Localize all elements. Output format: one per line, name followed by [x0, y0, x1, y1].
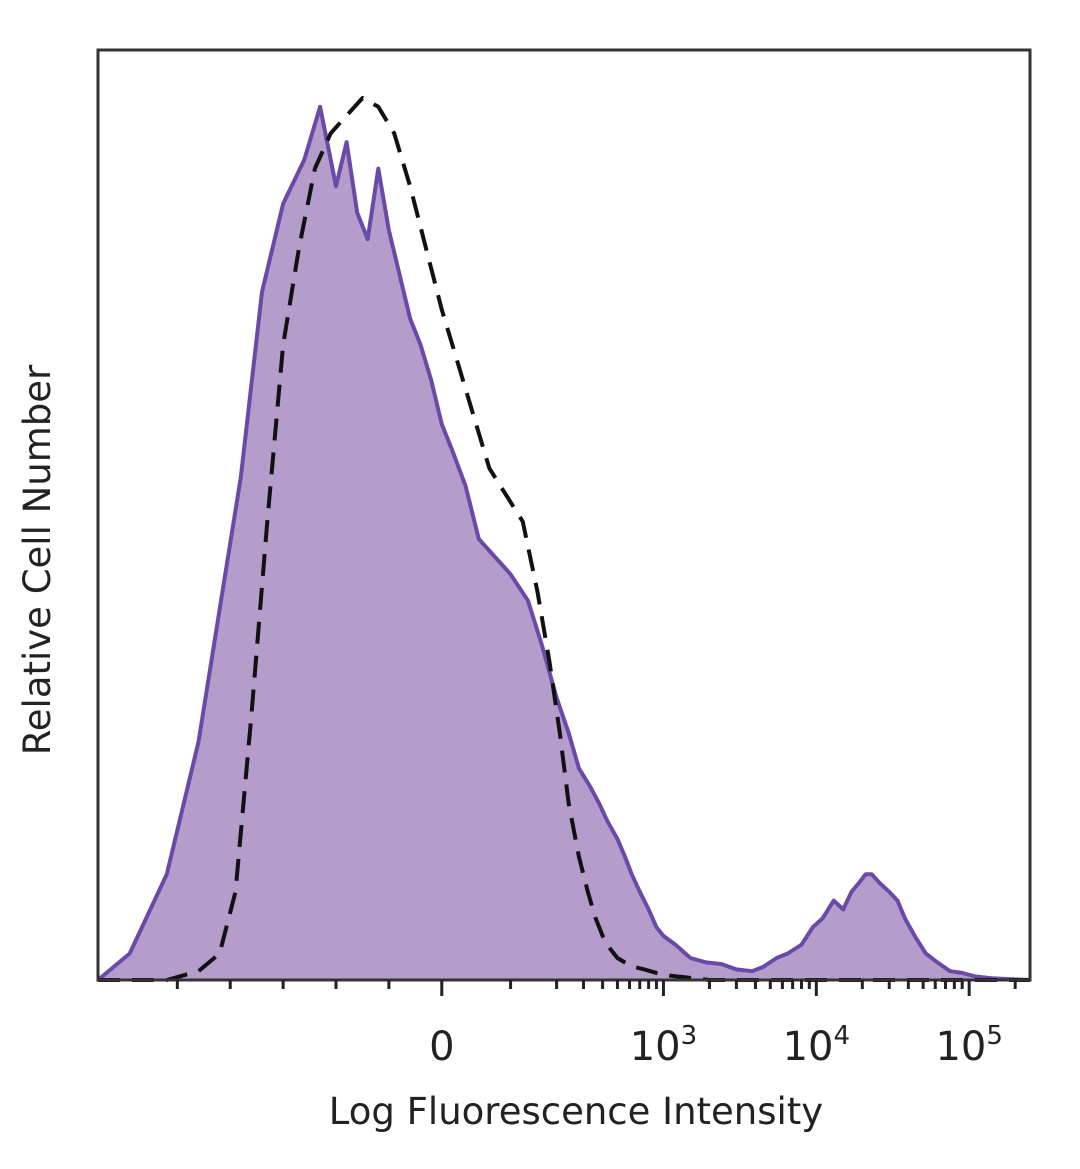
x-tick-label-1: 0: [429, 1024, 454, 1070]
x-axis-ticks: [175, 980, 1017, 996]
x-tick-label-2: 103: [630, 1021, 697, 1070]
x-axis-tick-labels: 0 103 104 105: [429, 1021, 1003, 1070]
histogram-dashed-line-2: [98, 96, 1030, 982]
histogram-fill-1: [98, 106, 1030, 981]
y-axis-label: Relative Cell Number: [16, 364, 59, 755]
histogram-line-1: [96, 104, 1031, 982]
plot-area: [96, 96, 1031, 982]
x-tick-label-3: 104: [783, 1021, 850, 1070]
x-axis-label: Log Fluorescence Intensity: [329, 1090, 823, 1133]
plot-frame: [96, 48, 1032, 982]
x-tick-label-4: 105: [935, 1021, 1002, 1070]
